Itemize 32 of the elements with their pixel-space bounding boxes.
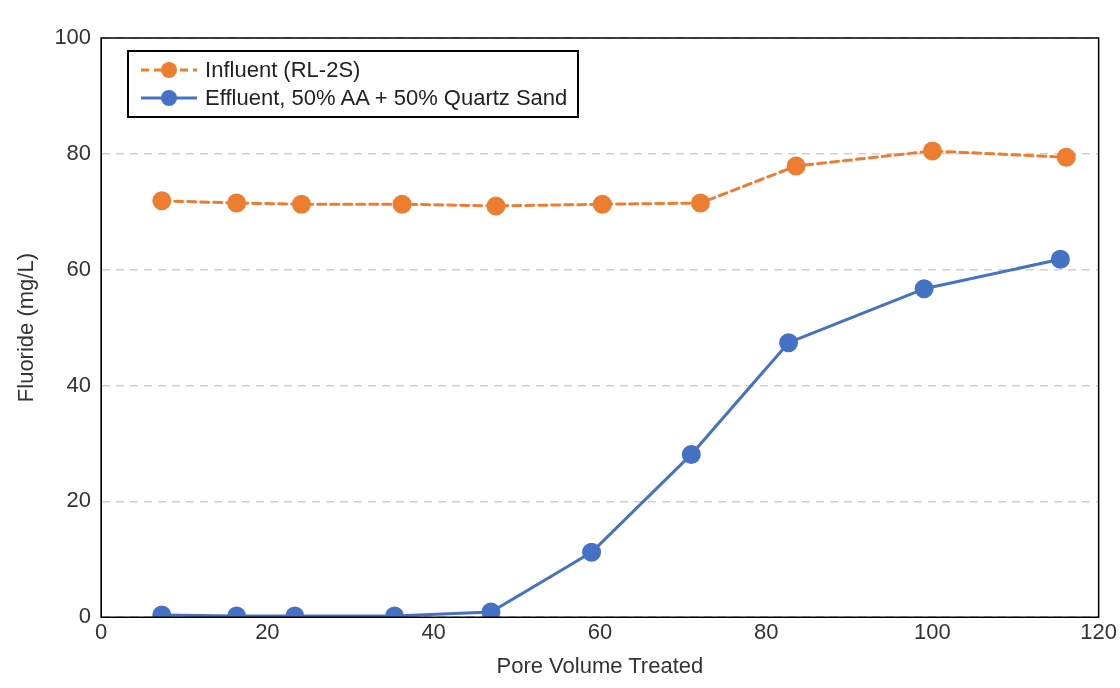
point xyxy=(486,196,506,216)
point xyxy=(786,156,806,176)
point xyxy=(481,602,501,618)
point xyxy=(1050,249,1070,269)
y-tick-label: 40 xyxy=(66,371,92,397)
point xyxy=(690,193,710,213)
point xyxy=(681,444,701,464)
legend-label: Effluent, 50% AA + 50% Quartz Sand xyxy=(205,85,568,111)
x-tick-label: 40 xyxy=(421,619,446,645)
point xyxy=(291,194,311,214)
point xyxy=(152,191,172,211)
x-tick-label: 120 xyxy=(1080,619,1118,645)
x-tick-label: 80 xyxy=(753,619,779,645)
point xyxy=(779,333,799,353)
point xyxy=(592,194,612,214)
y-tick-label: 20 xyxy=(66,487,92,513)
y-tick-label: 0 xyxy=(78,603,92,629)
point xyxy=(227,193,247,213)
x-tick-label: 60 xyxy=(587,619,613,645)
y-tick-label: 80 xyxy=(66,139,92,165)
point xyxy=(1056,147,1076,167)
point xyxy=(922,141,942,161)
x-tick-label: 20 xyxy=(255,619,280,645)
legend-label: Influent (RL-2S) xyxy=(205,57,361,83)
y-tick-label: 60 xyxy=(66,255,92,281)
point xyxy=(392,194,412,214)
y-tick-label: 100 xyxy=(54,24,92,50)
y-axis-title: Fluoride (mg/L) xyxy=(13,253,39,403)
point xyxy=(914,279,934,299)
x-tick-label: 0 xyxy=(94,619,108,645)
x-axis-title: Pore Volume Treated xyxy=(496,652,704,678)
x-tick-label: 100 xyxy=(914,619,951,645)
